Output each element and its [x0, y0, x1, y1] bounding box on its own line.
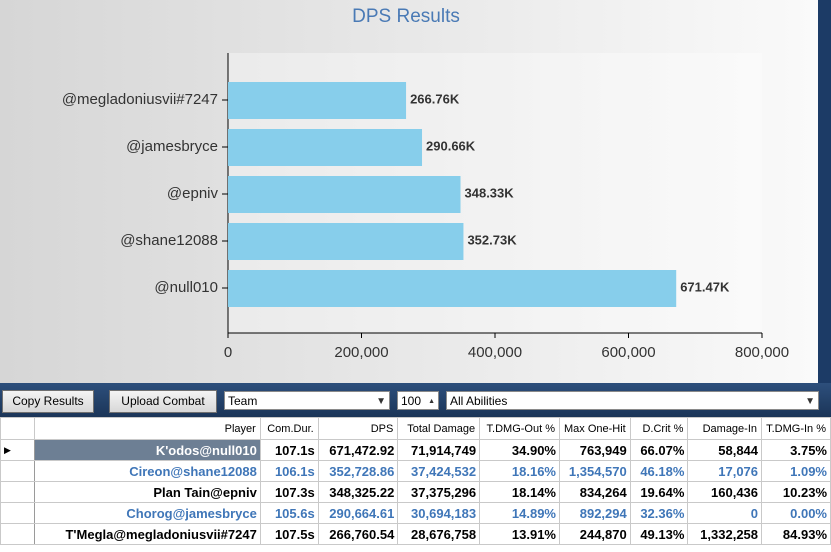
value-label: 671.47K — [680, 279, 730, 294]
table-cell: 46.18% — [629, 460, 689, 482]
table-cell: 107.1s — [259, 439, 319, 461]
bar — [228, 223, 464, 260]
column-header: Player — [34, 417, 261, 440]
table-cell: 18.16% — [479, 460, 560, 482]
table-cell: 37,375,296 — [397, 481, 481, 503]
table-cell: 1,354,570 — [558, 460, 631, 482]
bar — [228, 129, 423, 166]
table-cell: 84.93% — [761, 523, 831, 545]
corner-cell — [0, 417, 36, 440]
table-cell: 37,424,532 — [397, 460, 481, 482]
value-label: 290.66K — [426, 138, 476, 153]
y-tick-label: @null010 — [154, 279, 218, 296]
table-cell: 28,676,758 — [397, 523, 481, 545]
table-cell: 13.91% — [479, 523, 560, 545]
table-cell: 3.75% — [761, 439, 831, 461]
table-cell: 352,728.86 — [317, 460, 399, 482]
upload-button[interactable]: Upload Combat — [109, 390, 217, 413]
table-cell: 107.3s — [259, 481, 319, 503]
column-header: DPS — [317, 417, 399, 440]
table-cell: 32.36% — [629, 502, 689, 524]
row-header — [0, 460, 36, 482]
count-value: 100 — [401, 394, 422, 408]
table-cell: 30,694,183 — [397, 502, 481, 524]
table-cell: 244,870 — [558, 523, 631, 545]
column-header: Damage-In — [687, 417, 763, 440]
table-cell: 17,076 — [687, 460, 763, 482]
value-label: 266.76K — [410, 91, 460, 106]
x-tick-label: 0 — [224, 344, 232, 361]
row-header — [0, 481, 36, 503]
value-label: 348.33K — [465, 185, 515, 200]
table-cell: 107.5s — [259, 523, 319, 545]
table-cell: 1,332,258 — [687, 523, 763, 545]
table-cell: 14.89% — [479, 502, 560, 524]
table-cell: 348,325.22 — [317, 481, 399, 503]
table-cell: 834,264 — [558, 481, 631, 503]
group-select-value: Team — [228, 394, 258, 408]
results-table: Player Com.Dur. DPS Total Damage T.DMG-Out %… — [0, 417, 831, 552]
table-cell: 1.09% — [761, 460, 831, 482]
table-cell: 105.6s — [259, 502, 319, 524]
row-header: ▶ — [0, 439, 36, 461]
ability-select[interactable]: All Abilities ▼ — [446, 391, 819, 410]
table-cell: 18.14% — [479, 481, 560, 503]
table-cell: 160,436 — [687, 481, 763, 503]
table-cell: 10.23% — [761, 481, 831, 503]
ability-select-value: All Abilities — [450, 394, 508, 408]
value-label: 352.73K — [467, 232, 517, 247]
column-header: T.DMG-In % — [761, 417, 831, 440]
x-tick-label: 800,000 — [735, 344, 789, 361]
table-cell: 763,949 — [558, 439, 631, 461]
table-cell: 49.13% — [629, 523, 689, 545]
group-select[interactable]: Team ▼ — [224, 391, 390, 410]
chart: DPS Results 0 200,000 400,000 600,000 800,00… — [0, 0, 818, 383]
table-cell: 892,294 — [558, 502, 631, 524]
x-tick-label: 400,000 — [468, 344, 522, 361]
count-spinner[interactable]: 100▲▼ — [397, 391, 439, 424]
toolbar: Copy Results Upload Combat Team▼ 100▲▼ A… — [0, 383, 831, 424]
table: Player Com.Dur. DPS Total Damage T.DMG-Out %… — [0, 417, 831, 545]
table-cell: 290,664.61 — [317, 502, 399, 524]
x-tick-label: 200,000 — [334, 344, 388, 361]
chart-title: DPS Results — [352, 6, 460, 27]
table-cell: Plan Tain@epniv — [34, 481, 261, 503]
table-cell: 58,844 — [687, 439, 763, 461]
column-header: Max One-Hit — [558, 417, 631, 440]
table-cell: 34.90% — [479, 439, 560, 461]
table-cell: 0 — [687, 502, 763, 524]
row-header — [0, 502, 36, 524]
y-tick-label: @epniv — [167, 185, 219, 202]
table-cell: 266,760.54 — [317, 523, 399, 545]
y-tick-label: @jamesbryce — [126, 138, 218, 155]
table-cell: 71,914,749 — [397, 439, 481, 461]
table-cell: 19.64% — [629, 481, 689, 503]
row-header — [0, 523, 36, 545]
table-cell: 671,472.92 — [317, 439, 399, 461]
copy-button[interactable]: Copy Results — [2, 390, 94, 413]
bar — [228, 176, 461, 213]
table-row[interactable]: Cireon@shane12088 106.1s 352,728.86 37,424,… — [0, 460, 831, 482]
column-header: Com.Dur. — [259, 417, 319, 440]
table-cell: 0.00% — [761, 502, 831, 524]
table-cell: Cireon@shane12088 — [34, 460, 261, 482]
table-cell: T'Megla@megladoniusvii#7247 — [34, 523, 261, 545]
table-row[interactable]: Plan Tain@epniv 107.3s 348,325.22 37,375,29… — [0, 481, 831, 503]
bar — [228, 270, 677, 307]
column-header: D.Crit % — [629, 417, 689, 440]
y-tick-label: @megladoniusvii#7247 — [62, 91, 218, 108]
table-row[interactable]: Chorog@jamesbryce 105.6s 290,664.61 30,694,… — [0, 502, 831, 524]
column-header: T.DMG-Out % — [479, 417, 560, 440]
table-cell: 66.07% — [629, 439, 689, 461]
table-row[interactable]: T'Megla@megladoniusvii#7247 107.5s 266,760… — [0, 523, 831, 545]
table-cell: K'odos@null010 — [34, 439, 261, 461]
x-tick-label: 600,000 — [601, 344, 655, 361]
y-tick-label: @shane12088 — [120, 232, 218, 249]
table-row[interactable]: ▶ K'odos@null010 107.1s 671,472.92 71,914,74… — [0, 439, 831, 461]
table-cell: 106.1s — [259, 460, 319, 482]
column-header: Total Damage — [397, 417, 481, 440]
table-cell: Chorog@jamesbryce — [34, 502, 261, 524]
bar — [228, 82, 407, 119]
